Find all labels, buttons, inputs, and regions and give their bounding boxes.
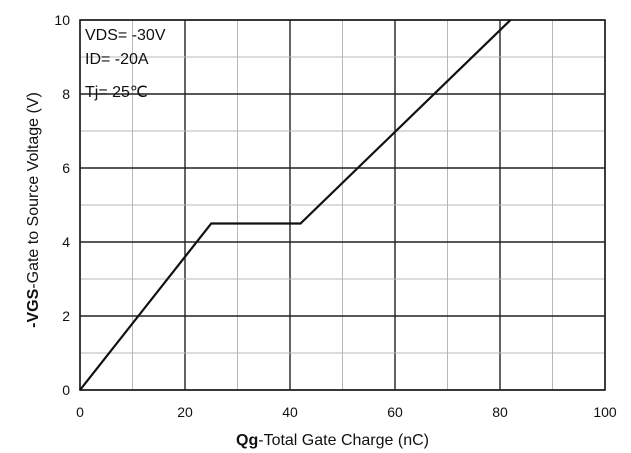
series-line [79,19,512,391]
annotations: VDS= -30V ID= -20A Tj= 25℃ [85,27,166,101]
series-layer [79,19,512,391]
x-tick-label: 20 [177,404,193,420]
annotation-text: ID= -20A [85,51,149,68]
y-axis-label-text: -Gate to Source Voltage (V) [25,92,42,289]
y-tick-label: 10 [54,12,70,28]
x-axis-label: Qg-Total Gate Charge (nC) [236,432,429,449]
x-axis-label-text: -Total Gate Charge (nC) [258,432,429,449]
x-tick-label: 0 [76,404,84,420]
y-tick-label: 8 [62,86,70,102]
annotation-text: VDS= -30V [85,27,166,44]
y-tick-label: 6 [62,160,70,176]
y-tick-label: 4 [62,234,70,250]
y-axis-label: -VGS-Gate to Source Voltage (V) [25,92,42,328]
x-tick-label: 80 [492,404,508,420]
x-tick-labels: 0 20 40 60 80 100 [76,404,617,420]
x-axis-label-symbol: Qg [236,432,258,449]
y-tick-label: 0 [62,382,70,398]
annotation-text: Tj= 25℃ [85,84,148,101]
plot-frame [79,19,606,391]
x-tick-label: 60 [387,404,403,420]
x-tick-label: 40 [282,404,298,420]
y-axis-label-symbol: -VGS [25,288,42,327]
y-tick-label: 2 [62,308,70,324]
x-tick-label: 100 [593,404,617,420]
grid [79,19,606,391]
y-tick-labels: 0 2 4 6 8 10 [54,12,70,398]
